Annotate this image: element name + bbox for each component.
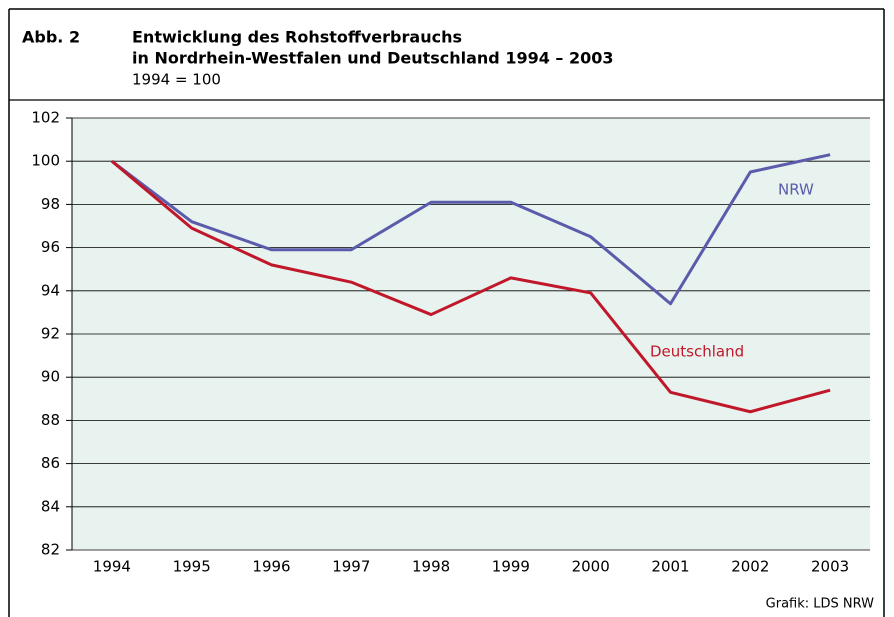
series-line bbox=[110, 153, 831, 306]
y-tick-label: 84 bbox=[41, 497, 60, 515]
series-label: Deutschland bbox=[650, 343, 744, 361]
series-line bbox=[110, 160, 831, 414]
y-tick-label: 82 bbox=[41, 541, 60, 559]
x-tick-label: 2001 bbox=[651, 558, 689, 576]
x-tick-label: 1995 bbox=[173, 558, 211, 576]
x-tick-label: 2000 bbox=[572, 558, 610, 576]
y-tick-label: 86 bbox=[41, 454, 60, 472]
series-label: NRW bbox=[778, 181, 814, 199]
y-tick-label: 94 bbox=[41, 281, 60, 299]
y-tick-label: 92 bbox=[41, 325, 60, 343]
x-tick-label: 1994 bbox=[93, 558, 131, 576]
x-tick-label: 2003 bbox=[811, 558, 849, 576]
x-tick-label: 2002 bbox=[731, 558, 769, 576]
y-tick-label: 88 bbox=[41, 411, 60, 429]
figure-label: Abb. 2 bbox=[22, 28, 80, 47]
y-tick-label: 90 bbox=[41, 368, 60, 386]
y-tick-label: 98 bbox=[41, 195, 60, 213]
chart-title: Entwicklung des Rohstoffverbrauchs bbox=[132, 28, 462, 47]
x-tick-label: 1998 bbox=[412, 558, 450, 576]
x-tick-label: 1996 bbox=[252, 558, 290, 576]
chart-subtitle: 1994 = 100 bbox=[132, 71, 221, 89]
source: Grafik: LDS NRW bbox=[766, 597, 874, 612]
y-tick-label: 102 bbox=[31, 109, 60, 127]
x-tick-label: 1997 bbox=[332, 558, 370, 576]
y-tick-label: 96 bbox=[41, 238, 60, 256]
x-tick-label: 1999 bbox=[492, 558, 530, 576]
chart-title: in Nordrhein-Westfalen und Deutschland 1… bbox=[132, 49, 614, 68]
y-tick-label: 100 bbox=[31, 152, 60, 170]
